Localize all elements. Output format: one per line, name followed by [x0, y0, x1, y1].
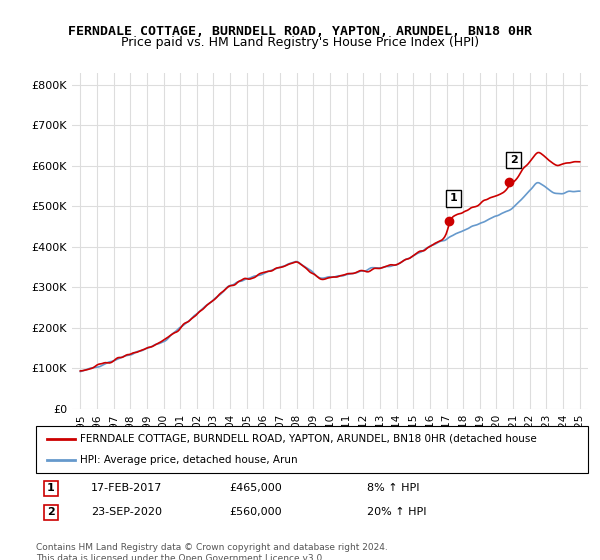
- Text: 2: 2: [510, 155, 517, 165]
- Text: 1: 1: [449, 193, 457, 203]
- Text: £465,000: £465,000: [229, 483, 282, 493]
- Text: FERNDALE COTTAGE, BURNDELL ROAD, YAPTON, ARUNDEL, BN18 0HR (detached house: FERNDALE COTTAGE, BURNDELL ROAD, YAPTON,…: [80, 434, 537, 444]
- Text: 8% ↑ HPI: 8% ↑ HPI: [367, 483, 420, 493]
- Text: Contains HM Land Registry data © Crown copyright and database right 2024.
This d: Contains HM Land Registry data © Crown c…: [36, 543, 388, 560]
- Text: 1: 1: [47, 483, 55, 493]
- Text: 17-FEB-2017: 17-FEB-2017: [91, 483, 163, 493]
- Text: 20% ↑ HPI: 20% ↑ HPI: [367, 507, 427, 517]
- Text: £560,000: £560,000: [229, 507, 282, 517]
- Text: Price paid vs. HM Land Registry's House Price Index (HPI): Price paid vs. HM Land Registry's House …: [121, 36, 479, 49]
- Text: HPI: Average price, detached house, Arun: HPI: Average price, detached house, Arun: [80, 455, 298, 465]
- Text: FERNDALE COTTAGE, BURNDELL ROAD, YAPTON, ARUNDEL, BN18 0HR: FERNDALE COTTAGE, BURNDELL ROAD, YAPTON,…: [68, 25, 532, 38]
- FancyBboxPatch shape: [36, 426, 588, 473]
- Text: 23-SEP-2020: 23-SEP-2020: [91, 507, 162, 517]
- Text: 2: 2: [47, 507, 55, 517]
